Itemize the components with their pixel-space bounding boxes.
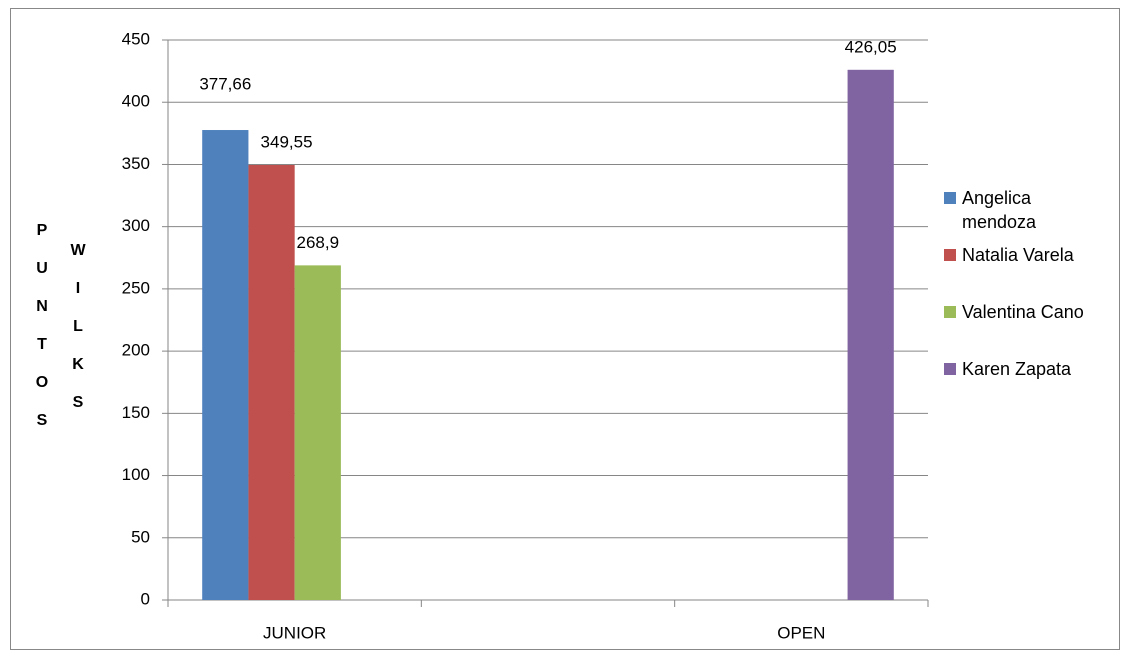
legend-label: Angelica mendoza xyxy=(962,188,1037,232)
legend-swatch xyxy=(944,192,956,204)
y-tick-label: 100 xyxy=(122,465,150,484)
data-label: 377,66 xyxy=(199,75,251,94)
x-tick-label: JUNIOR xyxy=(263,623,326,642)
y-axis-label: PUNTOS xyxy=(34,222,51,450)
bar xyxy=(248,165,295,600)
legend-swatch xyxy=(944,249,956,261)
legend-label: Valentina Cano xyxy=(962,302,1084,322)
y-tick-label: 200 xyxy=(122,341,150,360)
y-tick-label: 450 xyxy=(122,29,150,48)
y-tick-label: 150 xyxy=(122,403,150,422)
data-label: 426,05 xyxy=(845,37,897,56)
y-axis-label: WILKS xyxy=(69,242,86,432)
bar xyxy=(294,265,341,600)
y-tick-label: 50 xyxy=(131,527,150,546)
legend-entry: Karen Zapata xyxy=(944,357,1084,381)
legend-swatch xyxy=(944,363,956,375)
legend-entry: Valentina Cano xyxy=(944,300,1084,324)
y-tick-label: 400 xyxy=(122,92,150,111)
data-label: 268,9 xyxy=(297,233,340,252)
chart-border xyxy=(10,8,1120,650)
x-tick-label: OPEN xyxy=(777,623,825,642)
y-tick-label: 350 xyxy=(122,154,150,173)
bar xyxy=(847,69,894,600)
legend-label: Natalia Varela xyxy=(962,245,1074,265)
y-tick-label: 250 xyxy=(122,278,150,297)
data-label: 349,55 xyxy=(261,132,313,151)
legend-entry: Natalia Varela xyxy=(944,243,1084,267)
y-tick-label: 300 xyxy=(122,216,150,235)
legend-entry: Angelica mendoza xyxy=(944,186,1084,234)
bar xyxy=(202,130,249,600)
legend-label: Karen Zapata xyxy=(962,359,1072,379)
y-tick-label: 0 xyxy=(141,589,150,608)
legend-swatch xyxy=(944,306,956,318)
